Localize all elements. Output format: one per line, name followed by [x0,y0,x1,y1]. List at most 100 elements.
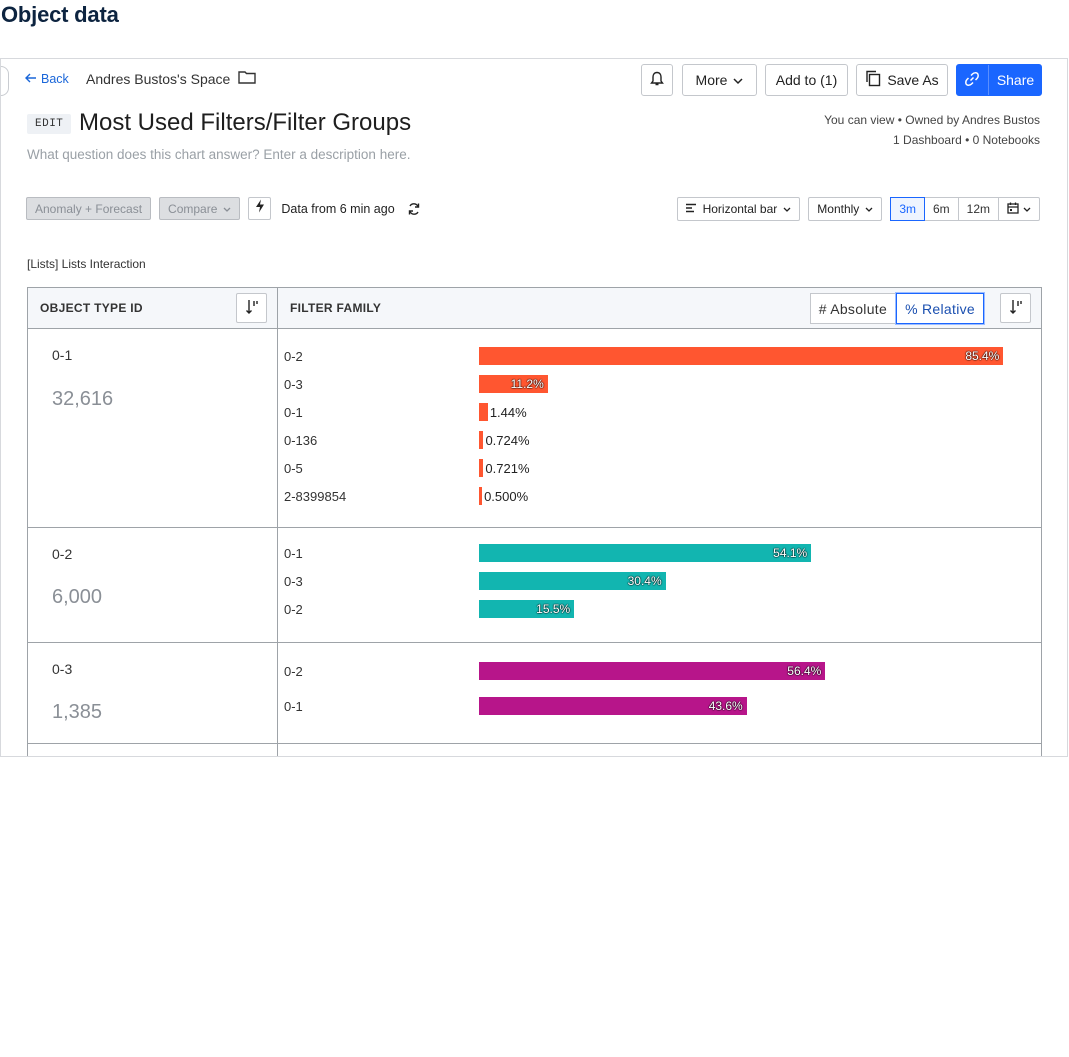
share-label: Share [996,72,1035,88]
chart-toolbar-right: Horizontal bar Monthly 3m 6m 12m [676,197,1040,221]
bar-row[interactable]: 0-2 15.5% [278,599,1041,619]
bar-label: 0-1 [284,546,303,561]
object-type-cell [28,744,278,756]
bar-row[interactable]: 0-2 85.4% [278,346,1041,366]
bar[interactable] [479,544,812,562]
refresh-icon[interactable] [407,202,421,216]
bar-value-label: 85.4% [965,349,1000,363]
share-button[interactable]: Share [956,64,1042,96]
bar-label: 0-3 [284,574,303,589]
share-divider [987,65,989,95]
edit-badge[interactable]: EDIT [27,114,72,134]
bar[interactable] [479,697,747,715]
table-row [28,744,1041,756]
bar-value-label: 1.44% [489,405,527,420]
save-as-button[interactable]: Save As [856,64,948,96]
page-heading: Object data [1,2,119,27]
custom-date-button[interactable] [999,198,1039,220]
folder-icon [238,70,257,87]
description-field[interactable]: What question does this chart answer? En… [27,147,411,162]
bar-row[interactable]: 0-1 43.6% [278,696,1041,716]
chevron-down-icon [783,202,791,216]
bar[interactable] [479,347,1004,365]
bar-row[interactable]: 0-5 0.721% [278,458,1041,478]
range-6m[interactable]: 6m [925,198,959,220]
section-label: [Lists] Lists Interaction [27,257,146,271]
notifications-button[interactable] [641,64,673,96]
bar-row[interactable]: 0-3 30.4% [278,571,1041,591]
filter-family-cell: 0-2 56.4% 0-1 43.6% [278,643,1041,743]
bar-label: 0-2 [284,602,303,617]
value-mode-toggle: # Absolute % Relative [809,293,984,324]
object-type-header: OBJECT TYPE ID [28,288,278,328]
bar-value-label: 54.1% [773,546,808,560]
bar[interactable] [479,403,488,421]
compare-label: Compare [168,201,218,216]
bar-value-label: 0.724% [485,433,530,448]
bar-label: 0-5 [284,461,303,476]
filter-family-cell: 0-1 54.1% 0-3 30.4% 0-2 15.5% [278,528,1041,642]
interval-label: Monthly [817,202,860,216]
bar-row[interactable]: 0-136 0.724% [278,430,1041,450]
owner-info: You can view • Owned by Andres Bustos 1 … [824,110,1040,150]
bar[interactable] [479,459,484,477]
interval-select[interactable]: Monthly [808,197,883,221]
back-label: Back [41,72,69,86]
anomaly-forecast-button[interactable]: Anomaly + Forecast [26,197,152,220]
bar-label: 0-3 [284,377,303,392]
bar-value-label: 15.5% [536,602,571,616]
table-body: 0-1 32,616 0-2 85.4% 0-3 11.2% 0-1 1.44% 0-136 0.… [28,329,1041,756]
left-panel-handle[interactable] [1,66,9,96]
bar-label: 0-2 [284,664,303,679]
bar-row[interactable]: 0-1 1.44% [278,402,1041,422]
chevron-down-icon [733,72,743,88]
chart-type-select[interactable]: Horizontal bar [676,197,801,221]
bar-row[interactable]: 2-8399854 0.500% [278,486,1041,506]
bar[interactable] [479,662,826,680]
absolute-button[interactable]: # Absolute [809,293,897,324]
date-range-group: 3m 6m 12m [890,197,1040,221]
sort-button[interactable] [236,293,267,323]
bell-icon [650,71,664,90]
sort-icon [245,299,259,318]
link-icon [964,71,980,90]
table-row: 0-2 6,000 0-1 54.1% 0-3 30.4% 0-2 15.5% [28,528,1041,643]
lightning-button[interactable] [248,197,272,220]
back-link[interactable]: Back [25,72,69,86]
object-type-id: 0-2 [52,546,73,562]
table-row: 0-3 1,385 0-2 56.4% 0-1 43.6% [28,643,1041,744]
object-type-count: 1,385 [52,701,103,723]
bar-value-label: 56.4% [787,664,822,678]
object-type-count: 32,616 [52,388,114,410]
bar[interactable] [479,600,575,618]
object-type-id: 0-1 [52,347,73,363]
range-12m[interactable]: 12m [959,198,999,220]
bar-row[interactable]: 0-2 56.4% [278,661,1041,681]
bar-value-label: 0.721% [485,461,530,476]
space-name: Andres Bustos's Space [86,70,231,87]
compare-button[interactable]: Compare [159,197,241,220]
bar-value-label: 30.4% [627,574,662,588]
bar-row[interactable]: 0-3 11.2% [278,374,1041,394]
chart-title[interactable]: Most Used Filters/Filter Groups [79,109,412,136]
owner-line: You can view • Owned by Andres Bustos [824,113,1040,127]
bar[interactable] [479,431,484,449]
table-row: 0-1 32,616 0-2 85.4% 0-3 11.2% 0-1 1.44% 0-136 0.… [28,329,1041,528]
bar-label: 0-1 [284,699,303,714]
filter-family-header: FILTER FAMILY # Absolute % Relative [278,288,1041,328]
bar[interactable] [479,375,548,393]
space-breadcrumb[interactable]: Andres Bustos's Space [86,70,257,87]
sort-button[interactable] [1000,293,1031,323]
add-to-button[interactable]: Add to (1) [765,64,848,96]
relative-button[interactable]: % Relative [896,293,984,324]
bar-row[interactable]: 0-1 54.1% [278,543,1041,563]
object-type-header-label: OBJECT TYPE ID [40,301,143,315]
bar-value-label: 43.6% [708,699,743,713]
bar[interactable] [479,572,666,590]
usage-line[interactable]: 1 Dashboard • 0 Notebooks [893,133,1040,147]
bar[interactable] [479,487,483,505]
range-3m[interactable]: 3m [890,197,925,221]
chart-type-label: Horizontal bar [702,202,778,216]
more-label: More [695,72,728,88]
more-button[interactable]: More [682,64,757,96]
